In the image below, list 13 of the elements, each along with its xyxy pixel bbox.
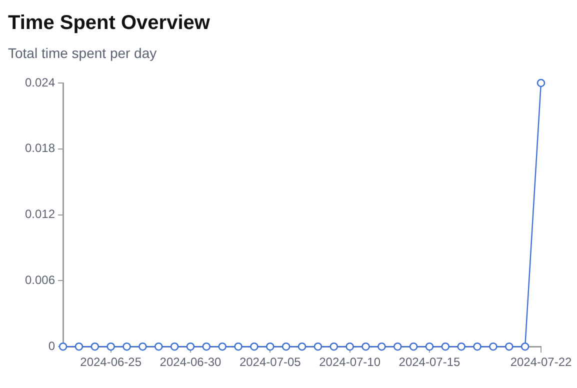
chart-subtitle: Total time spent per day bbox=[8, 45, 158, 61]
y-tick-label: 0.024 bbox=[25, 75, 56, 90]
x-tick-label: 2024-07-10 bbox=[319, 355, 381, 370]
y-tick-label: 0 bbox=[48, 338, 56, 353]
x-tick-label: 2024-07-22 bbox=[510, 355, 572, 370]
chart-title: Time Spent Overview bbox=[8, 12, 211, 35]
x-tick-label: 2024-07-15 bbox=[398, 355, 460, 370]
y-tick-label: 0.012 bbox=[25, 207, 56, 222]
x-tick-label: 2024-07-05 bbox=[239, 355, 302, 370]
x-tick-label: 2024-06-30 bbox=[160, 355, 222, 370]
y-tick-label: 0.018 bbox=[25, 141, 56, 156]
y-tick-label: 0.006 bbox=[25, 273, 56, 288]
x-tick-label: 2024-06-25 bbox=[80, 355, 142, 370]
